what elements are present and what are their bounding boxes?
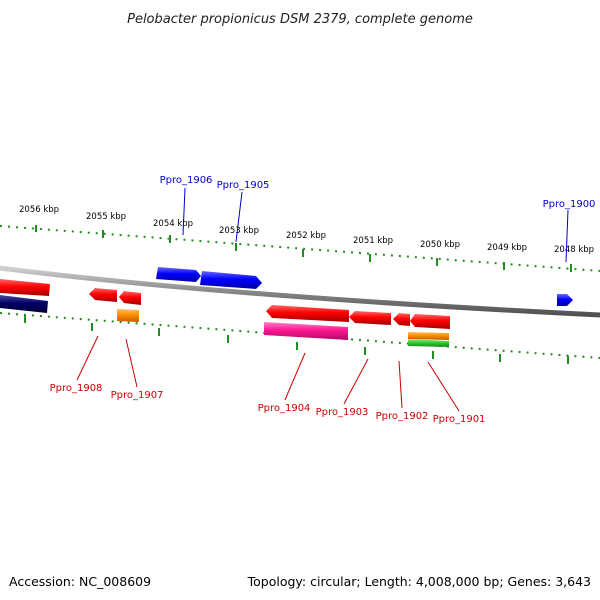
gene-ppro-1906[interactable] — [156, 267, 201, 282]
ruler-label-2051: 2051 kbp — [353, 236, 393, 246]
gene-ppro-1901[interactable] — [408, 332, 449, 340]
gene-ppro-1905[interactable] — [200, 271, 262, 289]
leader-ppro-1901 — [427, 361, 460, 412]
ruler-label-2056: 2056 kbp — [19, 205, 59, 215]
gene-ppro-1908[interactable] — [89, 288, 117, 302]
gene-left-red[interactable] — [0, 279, 50, 296]
ruler-label-2049: 2049 kbp — [487, 243, 527, 253]
leader-ppro-1907 — [125, 338, 138, 388]
upper-ruler-major-ticks — [35, 225, 572, 272]
ruler-label-2055: 2055 kbp — [86, 212, 126, 222]
gene-left-navy[interactable] — [0, 295, 48, 313]
ruler-label-2052: 2052 kbp — [286, 231, 326, 241]
ruler-label-2048: 2048 kbp — [554, 245, 594, 255]
label-ppro-1905[interactable]: Ppro_1905 — [217, 180, 270, 191]
gene-ppro-1908b[interactable] — [119, 291, 141, 305]
leader-ppro-1906 — [182, 187, 186, 236]
ruler-label-2054: 2054 kbp — [153, 219, 193, 229]
gene-ppro-1907[interactable] — [117, 309, 139, 322]
label-ppro-1902[interactable]: Ppro_1902 — [376, 411, 429, 422]
forward-leader-lines — [182, 187, 569, 263]
gene-ppro-1902[interactable] — [393, 313, 410, 326]
gene-ppro-1900[interactable] — [557, 294, 573, 306]
leader-ppro-1908 — [76, 335, 99, 381]
lower-ruler-major-ticks — [24, 315, 569, 364]
label-ppro-1907[interactable]: Ppro_1907 — [111, 390, 164, 401]
leader-ppro-1905 — [235, 191, 243, 243]
gene-ppro-1904[interactable] — [264, 322, 348, 340]
leader-ppro-1902 — [398, 360, 403, 409]
label-ppro-1904[interactable]: Ppro_1904 — [258, 403, 311, 414]
reverse-leader-lines — [76, 335, 460, 412]
leader-ppro-1903 — [343, 358, 369, 405]
label-ppro-1906[interactable]: Ppro_1906 — [160, 175, 213, 186]
accession-text: Accession: NC_008609 — [9, 574, 151, 589]
map-title: Pelobacter propionicus DSM 2379, complet… — [127, 12, 473, 27]
gene-ppro-1901a[interactable] — [410, 314, 450, 329]
gene-ppro-1903[interactable] — [349, 311, 391, 325]
gene-ppro-1904a[interactable] — [266, 305, 349, 322]
label-ppro-1901[interactable]: Ppro_1901 — [433, 414, 486, 425]
leader-ppro-1904 — [284, 352, 306, 401]
label-ppro-1903[interactable]: Ppro_1903 — [316, 407, 369, 418]
gene-ppro-1901c[interactable] — [408, 339, 449, 347]
ruler-label-2050: 2050 kbp — [420, 240, 460, 250]
ruler-label-2053: 2053 kbp — [219, 226, 259, 236]
genome-backbone — [0, 265, 600, 318]
label-ppro-1900[interactable]: Ppro_1900 — [543, 199, 596, 210]
genome-summary-text: Topology: circular; Length: 4,008,000 bp… — [247, 574, 591, 589]
leader-ppro-1900 — [565, 209, 569, 263]
label-ppro-1908[interactable]: Ppro_1908 — [50, 383, 103, 394]
